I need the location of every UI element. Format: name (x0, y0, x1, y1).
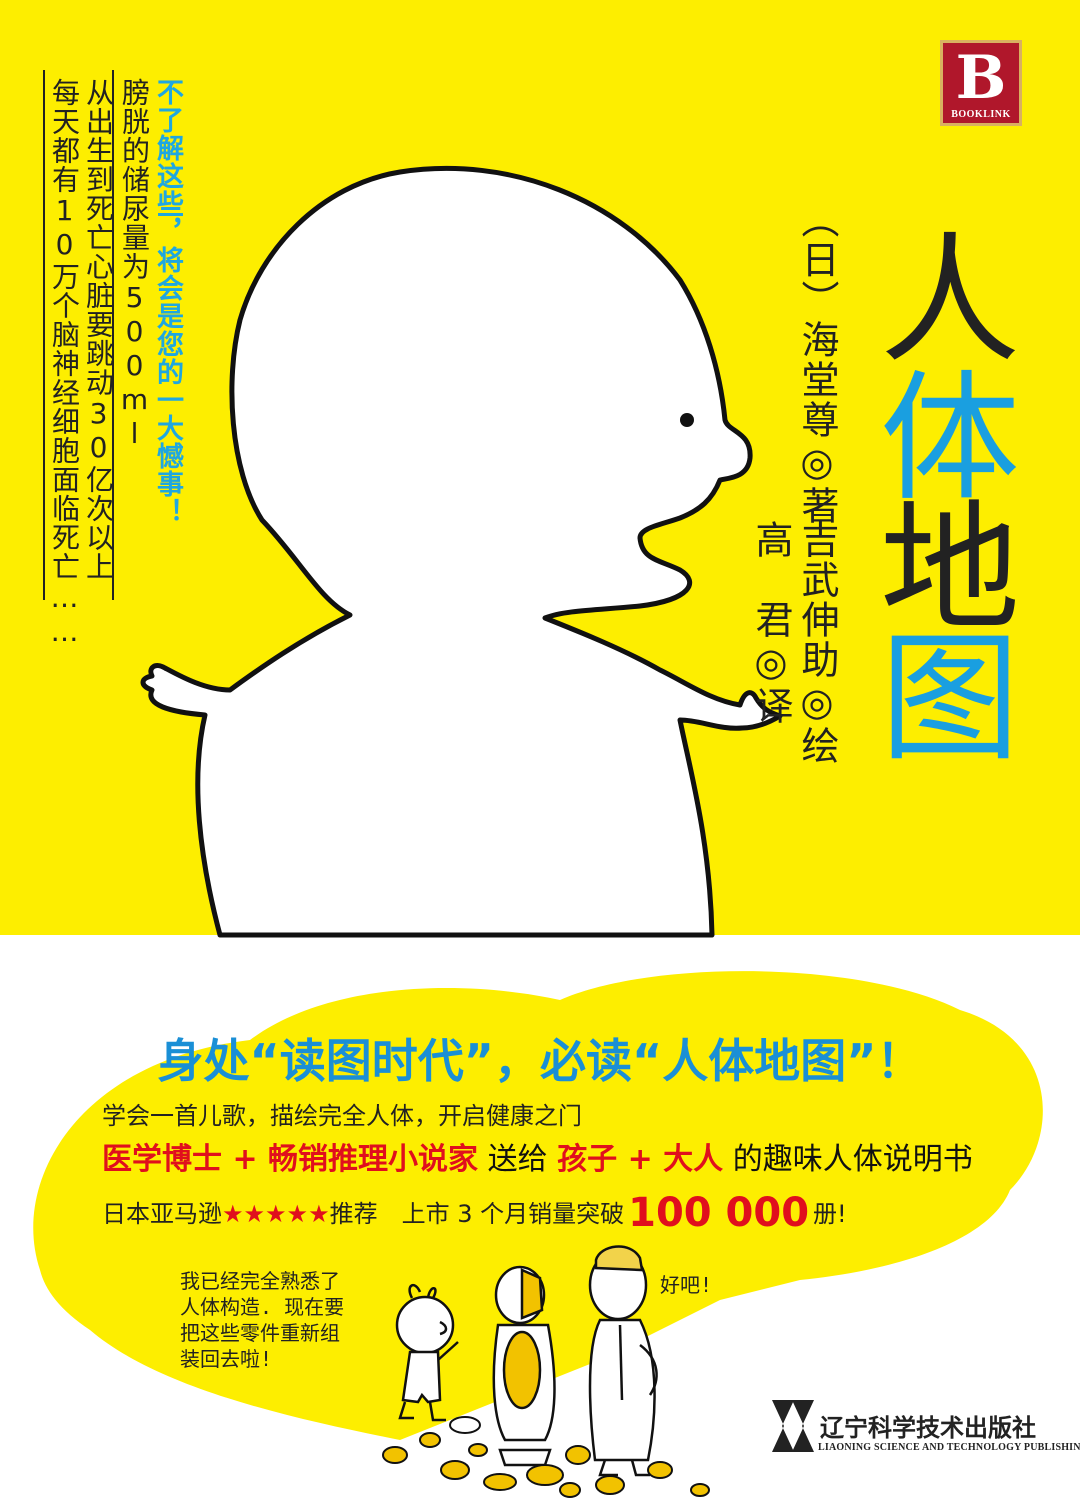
blurb-rule-right (112, 70, 114, 600)
blurb-rule-left (43, 70, 45, 600)
figure-eye (680, 413, 694, 427)
publisher-name-cn: 辽宁科学技术出版社 (820, 1414, 1036, 1442)
feature-part-4: 的趣味人体说明书 (732, 1142, 973, 1177)
author-credit: （日）海堂尊◎著 (795, 200, 839, 526)
doctor-speech: 好吧! (660, 1273, 713, 1297)
feature-line: 医学博士 + 畅销推理小说家 送给 孩子 + 大人 的趣味人体说明书 (102, 1134, 973, 1178)
sales-prefix: 日本亚马逊 (102, 1200, 222, 1228)
sales-number: 100 000 (628, 1190, 810, 1236)
child-speech: 我已经完全熟悉了 人体构造. 现在要 把这些零件重新组 装回去啦! (180, 1269, 345, 1371)
cartoon-scene (395, 1245, 658, 1477)
title-char-3: 地 (880, 488, 1021, 651)
blurb-line-1: 膀胱的储尿量为500ml (118, 78, 151, 451)
silhouette-figure (140, 165, 783, 938)
logo-letter: B (955, 43, 1007, 113)
booklink-logo: B BOOKLINK (940, 40, 1022, 126)
logo-name: BOOKLINK (951, 109, 1011, 120)
title-char-2: 体 (880, 358, 1021, 521)
sales-recommend: 推荐 上市 3 个月销量突破 (329, 1200, 625, 1228)
feature-part-3: 孩子 + 大人 (557, 1142, 724, 1177)
blurb-line-2: 从出生到死亡心脏要跳动30亿次以上 (82, 78, 115, 581)
slogan: 身处“读图时代”，必读“人体地图”！ (157, 1034, 923, 1088)
blurb-line-3: 每天都有10万个脑神经细胞面临死亡…… (48, 78, 81, 649)
sales-suffix: 册! (813, 1200, 847, 1228)
tagline: 学会一首儿歌，描绘完全人体，开启健康之门 (102, 1102, 582, 1130)
blurb-accent-line: 不了解这些，将会是您的一大憾事！ (152, 78, 183, 526)
feature-part-2: 送给 (487, 1142, 548, 1177)
translator-credit: 高 君◎译 (749, 520, 793, 726)
feature-part-1: 医学博士 + 畅销推理小说家 (102, 1142, 479, 1177)
title-char-4: 图 (880, 618, 1021, 781)
organ-pieces (382, 1416, 710, 1498)
title-char-1: 人 (880, 220, 1021, 383)
publisher-logo-icon (772, 1400, 814, 1452)
sales-line: 日本亚马逊★★★★★推荐 上市 3 个月销量突破 100 000 册! (102, 1190, 847, 1236)
yellow-cloud-bubble (33, 971, 1043, 1440)
rating-stars: ★★★★★ (222, 1200, 330, 1228)
publisher-name-en: LIAONING SCIENCE AND TECHNOLOGY PUBLISHI… (818, 1442, 1080, 1453)
illustrator-credit: 吉武伸助◎绘 (795, 520, 839, 766)
